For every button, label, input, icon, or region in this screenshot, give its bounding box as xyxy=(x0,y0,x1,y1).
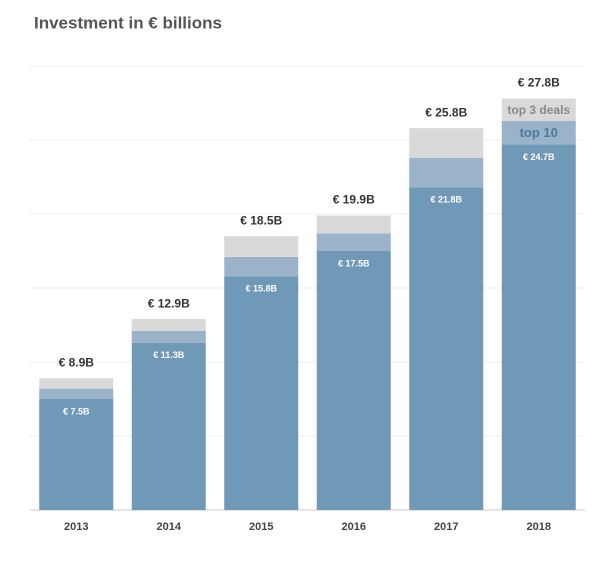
bar-segment xyxy=(224,276,299,510)
value-label: € 11.3B xyxy=(153,350,185,360)
x-tick-label: 2014 xyxy=(157,521,182,533)
x-tick-label: 2015 xyxy=(249,521,273,533)
value-label: € 15.8B xyxy=(245,284,277,294)
series-label: top 3 deals xyxy=(507,103,570,117)
bar-segment xyxy=(409,187,484,511)
bar-segment xyxy=(39,378,114,389)
value-label: € 24.7B xyxy=(523,152,555,162)
bar-segment xyxy=(316,233,391,251)
total-label: € 19.9B xyxy=(333,193,375,207)
bar-segment xyxy=(316,215,391,234)
bar-segment xyxy=(316,251,391,510)
bar-segment xyxy=(501,98,576,121)
value-label: € 17.5B xyxy=(338,258,370,268)
chart-title: Investment in € billions xyxy=(34,13,222,32)
bar-segment xyxy=(409,128,484,158)
total-label: € 18.5B xyxy=(240,213,282,227)
x-tick-label: 2016 xyxy=(342,521,366,533)
total-label: € 27.8B xyxy=(518,76,560,90)
bar-segment xyxy=(39,399,114,510)
value-label: € 7.5B xyxy=(63,406,90,416)
x-tick-label: 2017 xyxy=(434,521,458,533)
total-label: € 12.9B xyxy=(148,296,190,310)
bar-segment xyxy=(501,144,576,510)
total-label: € 25.8B xyxy=(425,105,467,119)
bar-segment xyxy=(39,388,114,399)
bar-segment xyxy=(501,120,576,145)
total-label: € 8.9B xyxy=(59,355,95,369)
bar-segment xyxy=(131,342,206,510)
bar-segment xyxy=(224,236,299,257)
x-tick-label: 2013 xyxy=(64,521,88,533)
bar-segment xyxy=(409,157,484,188)
bar-segment xyxy=(131,330,206,343)
bar-segment xyxy=(131,319,206,331)
series-label: top 10 xyxy=(520,125,558,140)
x-tick-label: 2018 xyxy=(527,521,551,533)
bar-segment xyxy=(224,256,299,277)
value-label: € 21.8B xyxy=(430,195,462,205)
